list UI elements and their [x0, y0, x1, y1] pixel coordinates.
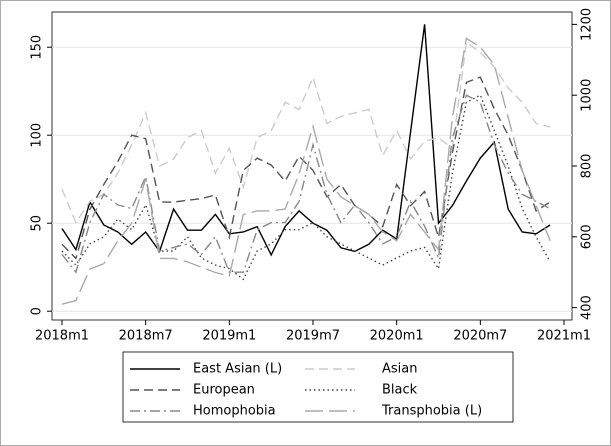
y2-tick-label: 1000 [580, 79, 595, 112]
x-tick-label: 2021m1 [537, 329, 591, 344]
y2-tick-label: 1200 [580, 8, 595, 41]
legend-label: European [193, 383, 255, 398]
legend-label: East Asian (L) [193, 362, 282, 377]
y-tick-label: 100 [30, 123, 45, 148]
series-line [61, 94, 551, 274]
x-tick-label: 2019m7 [286, 329, 340, 344]
y-tick-label: 50 [30, 215, 45, 232]
x-tick-label: 2020m1 [370, 329, 424, 344]
x-tick-label: 2018m7 [119, 329, 173, 344]
series-line [61, 40, 551, 225]
y2-tick-label: 800 [580, 154, 595, 179]
x-tick-label: 2019m1 [202, 329, 256, 344]
y2-tick-label: 600 [580, 224, 595, 249]
series-line [61, 76, 551, 260]
x-tick-label: 2020m7 [453, 329, 507, 344]
legend-label: Homophobia [193, 404, 276, 419]
legend-label: Asian [382, 362, 417, 377]
series-line [61, 24, 551, 257]
y-tick-label: 150 [30, 35, 45, 60]
y2-tick-label: 400 [580, 295, 595, 320]
y-tick-label: 0 [30, 307, 45, 315]
series-line [61, 37, 551, 305]
legend-label: Black [382, 383, 418, 398]
x-tick-label: 2018m1 [35, 329, 89, 344]
legend-label: Transphobia (L) [381, 404, 482, 419]
